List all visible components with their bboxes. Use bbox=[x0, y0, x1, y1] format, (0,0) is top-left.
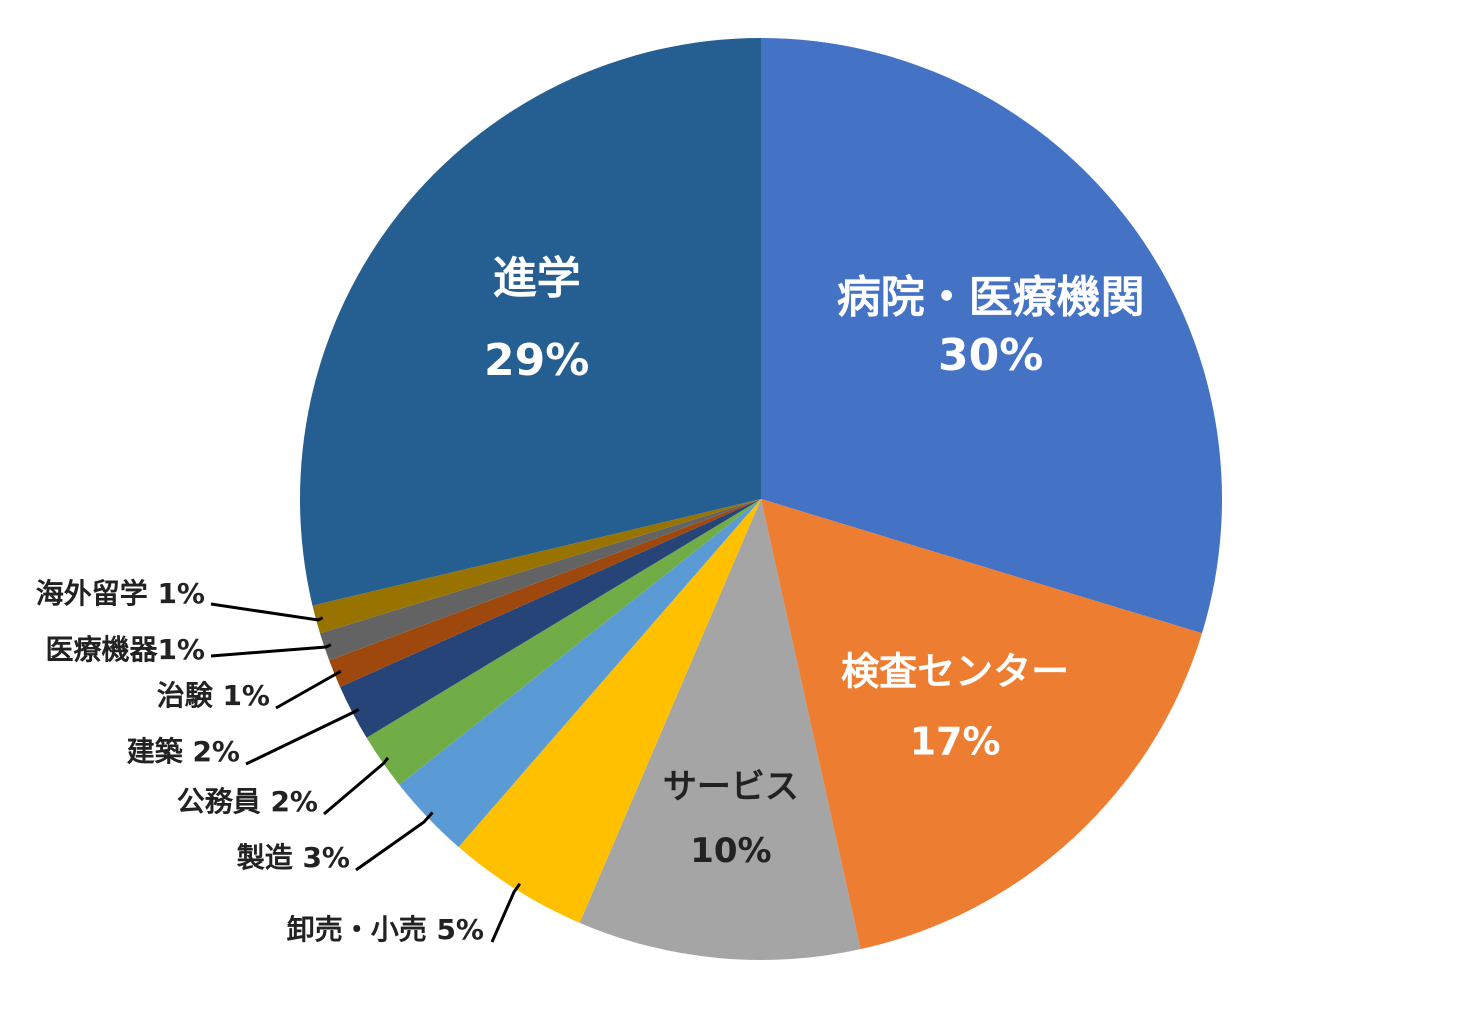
slice-2 bbox=[579, 499, 861, 961]
leader-line bbox=[210, 643, 332, 658]
slice-8 bbox=[319, 499, 761, 661]
slice-label-outside: 医療機器1% bbox=[45, 633, 205, 666]
slice-label-outside: 建築 2% bbox=[127, 735, 240, 768]
slice-label-name: サービス bbox=[663, 767, 799, 807]
slice-label-outside: 製造 3% bbox=[237, 841, 350, 874]
slice-label-percent: 10% bbox=[690, 831, 771, 871]
slice-label-name: 病院・医療機関 bbox=[837, 272, 1145, 323]
slice-1 bbox=[761, 499, 1203, 950]
slice-label-outside: 公務員 2% bbox=[177, 785, 318, 818]
leader-line bbox=[490, 882, 522, 943]
slice-label-name: 検査センター bbox=[841, 649, 1069, 693]
slices-layer bbox=[300, 38, 1223, 961]
slice-label-outside: 治験 1% bbox=[157, 679, 270, 712]
slice-5 bbox=[366, 499, 761, 785]
slice-10 bbox=[300, 38, 761, 606]
leader-line bbox=[245, 708, 360, 766]
leader-line bbox=[323, 756, 390, 816]
leader-line bbox=[355, 811, 434, 872]
slice-label-percent: 30% bbox=[938, 330, 1043, 381]
leader-line bbox=[210, 602, 324, 622]
leader-line bbox=[275, 669, 342, 710]
slice-label-outside: 海外留学 1% bbox=[36, 577, 205, 610]
slice-4 bbox=[399, 499, 761, 847]
slice-3 bbox=[458, 499, 761, 923]
slice-label-outside: 卸売・小売 5% bbox=[287, 913, 484, 946]
slice-label-percent: 17% bbox=[910, 719, 1001, 763]
slice-7 bbox=[329, 499, 761, 687]
slice-0 bbox=[761, 38, 1223, 634]
slice-6 bbox=[340, 499, 761, 738]
slice-9 bbox=[312, 499, 761, 634]
labels-layer: 病院・医療機関 30% 検査センター 17% サービス 10% 卸売・小売 5% 製造 3% 公… bbox=[36, 253, 1145, 946]
slice-label-percent: 29% bbox=[484, 335, 589, 386]
leader-lines-layer bbox=[210, 602, 522, 943]
slice-label-name: 進学 bbox=[493, 253, 581, 304]
